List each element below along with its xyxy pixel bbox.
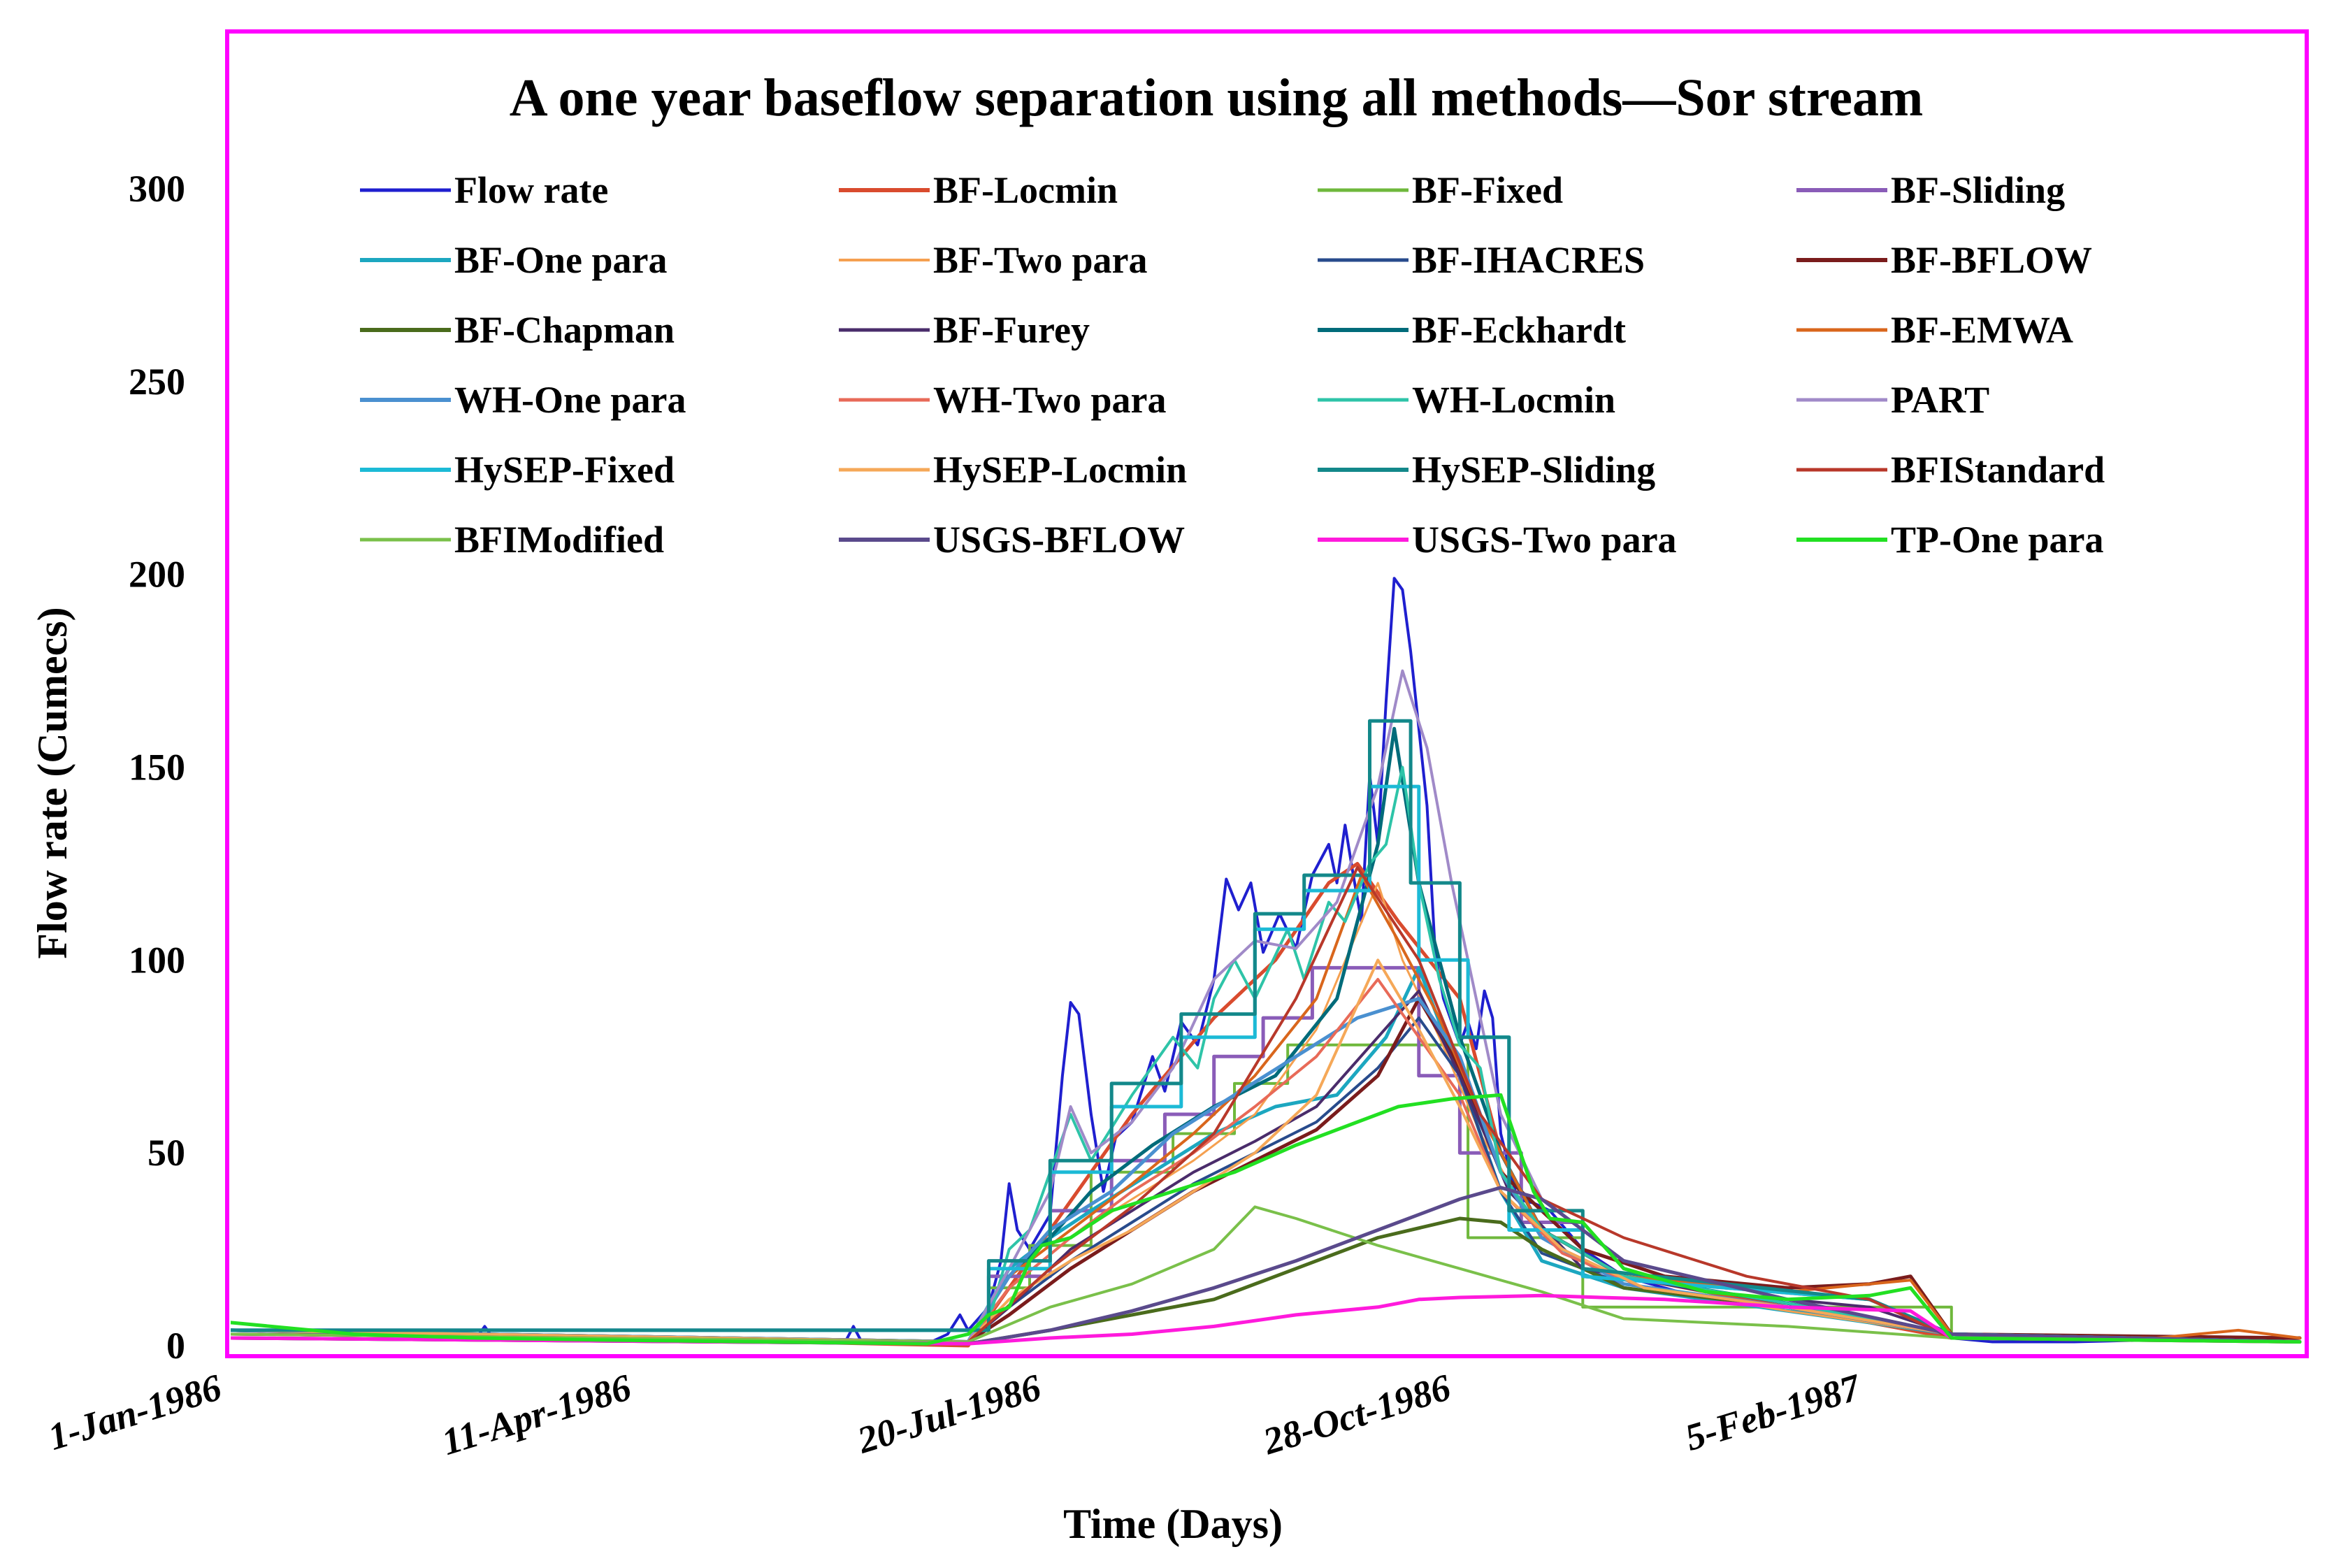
series-line <box>231 958 2301 1344</box>
x-tick-label: 28-Oct-1986 <box>1258 1366 1455 1462</box>
y-tick-label: 250 <box>129 361 185 403</box>
legend-label: BF-EMWA <box>1891 309 2073 351</box>
y-tick-label: 100 <box>129 939 185 981</box>
legend-label: BF-IHACRES <box>1412 239 1645 281</box>
chart-frame <box>225 29 2309 1358</box>
legend-label: BF-Locmin <box>933 169 1118 211</box>
x-tick-label: 1-Jan-1986 <box>43 1366 226 1458</box>
y-tick-label: 50 <box>147 1132 185 1174</box>
x-tick-label: 5-Feb-1987 <box>1680 1366 1866 1459</box>
series-line <box>231 1093 2302 1346</box>
legend-label: WH-One para <box>454 379 686 421</box>
series-line <box>231 989 2301 1344</box>
series-line <box>231 865 2301 1344</box>
series-line <box>231 874 2301 1344</box>
legend-label: BFIStandard <box>1891 449 2105 491</box>
series-line <box>231 977 2301 1344</box>
legend-label: HySEP-Sliding <box>1412 449 1655 491</box>
legend-label: USGS-BFLOW <box>933 519 1185 561</box>
series-line <box>231 1016 2301 1344</box>
x-tick-label: 11-Apr-1986 <box>437 1366 635 1463</box>
series-line <box>231 719 2302 1344</box>
legend-label: BF-Fixed <box>1412 169 1563 211</box>
series-line <box>231 1043 2301 1344</box>
y-axis-title: Flow rate (Cumecs) <box>29 607 75 958</box>
x-axis-title: Time (Days) <box>1063 1501 1283 1547</box>
series-line <box>231 1205 2301 1344</box>
y-tick-label: 150 <box>129 747 185 789</box>
series-line <box>231 784 2302 1344</box>
series-line <box>231 669 2301 1344</box>
legend-label: TP-One para <box>1891 519 2104 561</box>
legend-label: BF-Two para <box>933 239 1148 281</box>
series-line <box>231 577 2301 1346</box>
legend-label: BF-BFLOW <box>1891 239 2092 281</box>
legend-label: BF-Sliding <box>1891 169 2065 211</box>
series-line <box>231 1186 2302 1346</box>
legend-label: BF-Eckhardt <box>1412 309 1626 351</box>
series-line <box>231 726 2302 1344</box>
y-tick-label: 0 <box>166 1325 185 1367</box>
series-line <box>231 765 2301 1344</box>
y-tick-label: 200 <box>129 554 185 596</box>
legend-label: BF-One para <box>454 239 668 281</box>
legend-label: WH-Two para <box>933 379 1167 421</box>
chart-title: A one year baseflow separation using all… <box>510 69 1924 127</box>
legend-label: BF-Furey <box>933 309 1090 351</box>
legend-label: WH-Locmin <box>1412 379 1615 421</box>
series-line <box>231 1293 2302 1346</box>
series-line <box>231 861 2302 1348</box>
y-tick-label: 300 <box>129 168 185 210</box>
x-tick-label: 20-Jul-1986 <box>852 1366 1046 1462</box>
legend-label: HySEP-Locmin <box>933 449 1187 491</box>
legend-label: HySEP-Fixed <box>454 449 675 491</box>
series-line <box>231 1216 2302 1346</box>
legend-label: BFIModified <box>454 519 664 561</box>
legend-label: Flow rate <box>454 169 608 211</box>
legend-label: BF-Chapman <box>454 309 675 351</box>
legend-label: PART <box>1891 379 1989 421</box>
legend-label: USGS-Two para <box>1412 519 1677 561</box>
